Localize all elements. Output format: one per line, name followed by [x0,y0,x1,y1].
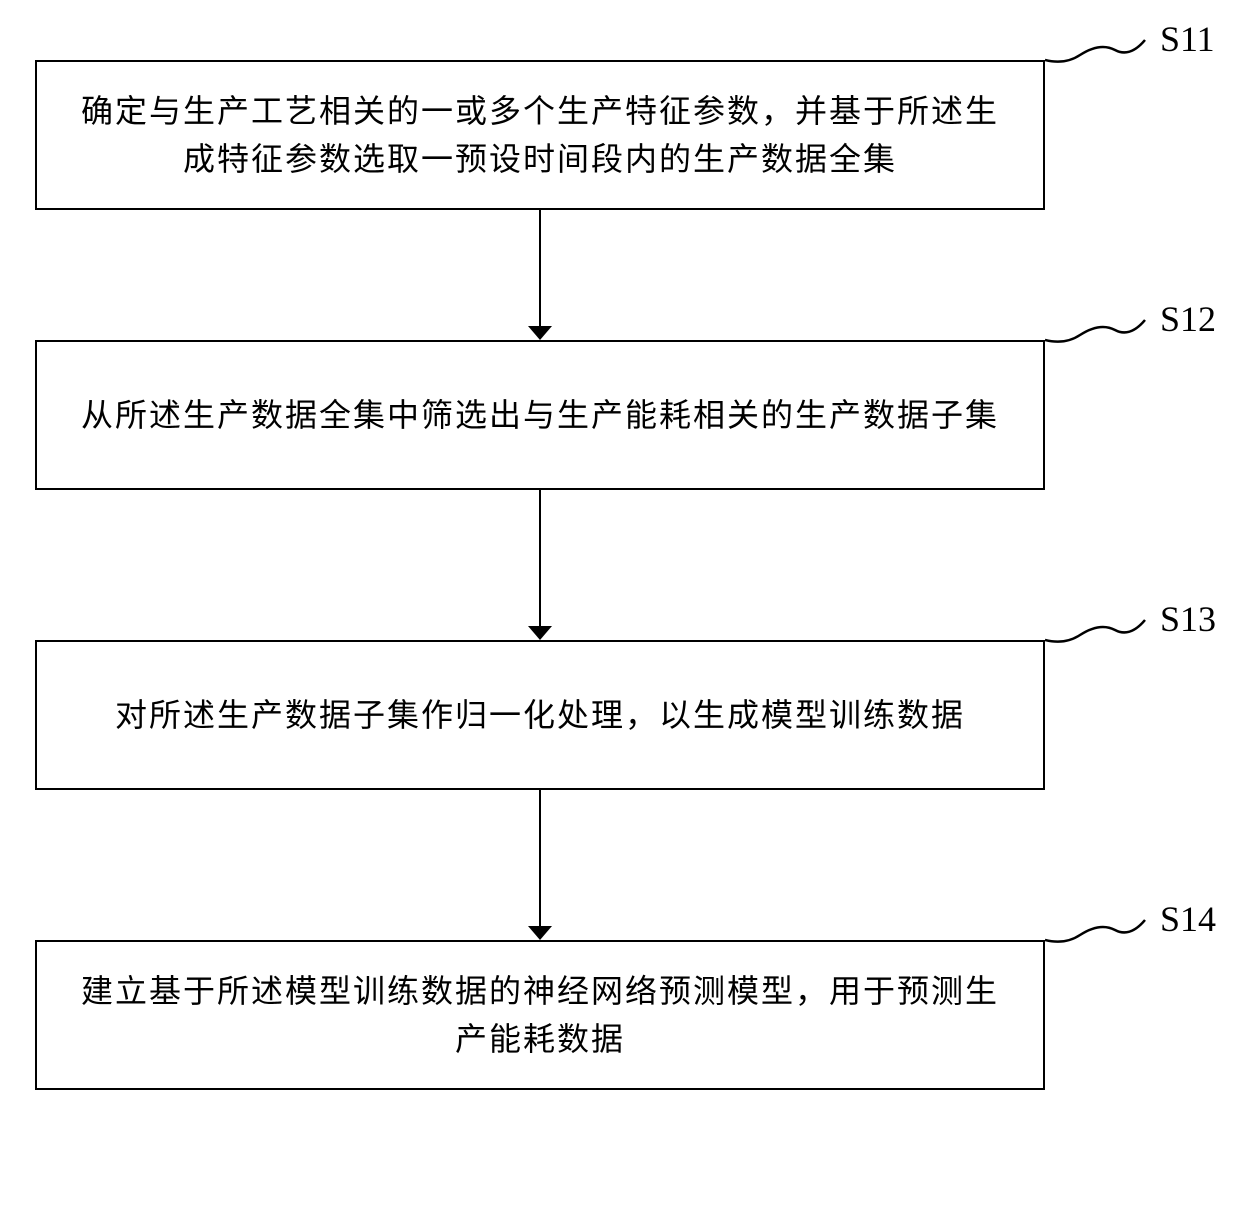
connector-s12-s13 [539,490,541,628]
label-s14: S14 [1160,898,1216,940]
arrow-head-s12-s13 [528,626,552,640]
connector-s13-s14 [539,790,541,928]
flow-box-text: 建立基于所述模型训练数据的神经网络预测模型，用于预测生产能耗数据 [67,967,1013,1063]
label-s12: S12 [1160,298,1216,340]
flow-box-s11: 确定与生产工艺相关的一或多个生产特征参数，并基于所述生成特征参数选取一预设时间段… [35,60,1045,210]
label-s13: S13 [1160,598,1216,640]
flow-box-text: 对所述生产数据子集作归一化处理，以生成模型训练数据 [115,691,965,739]
arrow-head-s13-s14 [528,926,552,940]
flow-box-s14: 建立基于所述模型训练数据的神经网络预测模型，用于预测生产能耗数据 [35,940,1045,1090]
label-s11: S11 [1160,18,1215,60]
squiggle-s11 [1045,30,1155,70]
squiggle-s14 [1045,910,1155,950]
flow-box-text: 确定与生产工艺相关的一或多个生产特征参数，并基于所述生成特征参数选取一预设时间段… [67,87,1013,183]
connector-s11-s12 [539,210,541,328]
flow-box-text: 从所述生产数据全集中筛选出与生产能耗相关的生产数据子集 [81,391,999,439]
arrow-head-s11-s12 [528,326,552,340]
flow-box-s12: 从所述生产数据全集中筛选出与生产能耗相关的生产数据子集 [35,340,1045,490]
squiggle-s13 [1045,610,1155,650]
squiggle-s12 [1045,310,1155,350]
flow-box-s13: 对所述生产数据子集作归一化处理，以生成模型训练数据 [35,640,1045,790]
